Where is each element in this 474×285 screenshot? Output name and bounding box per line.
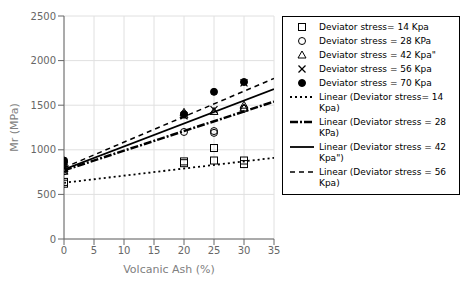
html-text:Deviator stress = 28 KPa: Deviator stress = 28 KPa	[319, 36, 432, 46]
svg-text:Mr (MPa): Mr (MPa)	[8, 103, 21, 151]
svg-text:1500: 1500	[31, 100, 56, 111]
svg-text:5: 5	[91, 245, 97, 256]
svg-text:500: 500	[37, 189, 56, 200]
svg-text:1000: 1000	[31, 144, 56, 155]
html-text:Deviator stress = 42 Kpa": Deviator stress = 42 Kpa"	[319, 50, 436, 60]
svg-text:10: 10	[118, 245, 131, 256]
svg-text:25: 25	[208, 245, 221, 256]
html-text:Linear (Deviator stress = 42 K: Linear (Deviator stress = 42 Kpa")	[319, 142, 447, 163]
svg-text:0: 0	[50, 234, 56, 245]
svg-text:35: 35	[268, 245, 281, 256]
svg-text:30: 30	[238, 245, 251, 256]
html-text:Deviator stress = 56 Kpa: Deviator stress = 56 Kpa	[319, 64, 432, 74]
svg-text:0: 0	[61, 245, 67, 256]
html-text:Deviator stress = 70 Kpa: Deviator stress = 70 Kpa	[319, 78, 432, 88]
svg-text:20: 20	[178, 245, 191, 256]
svg-text:2000: 2000	[31, 55, 56, 66]
html-text:Deviator stress= 14 Kpa: Deviator stress= 14 Kpa	[319, 22, 429, 32]
svg-text:Volcanic Ash (%): Volcanic Ash (%)	[123, 263, 215, 276]
html-text:Linear (Deviator stress = 56 K: Linear (Deviator stress = 56 Kpa)	[319, 167, 447, 188]
html-text:Linear (Deviator stress= 14 Kp: Linear (Deviator stress= 14 Kpa)	[319, 92, 444, 113]
svg-text:2500: 2500	[31, 11, 56, 22]
html-text:Linear (Deviator stress = 28 K: Linear (Deviator stress = 28 KPa)	[319, 117, 447, 138]
svg-text:15: 15	[148, 245, 161, 256]
